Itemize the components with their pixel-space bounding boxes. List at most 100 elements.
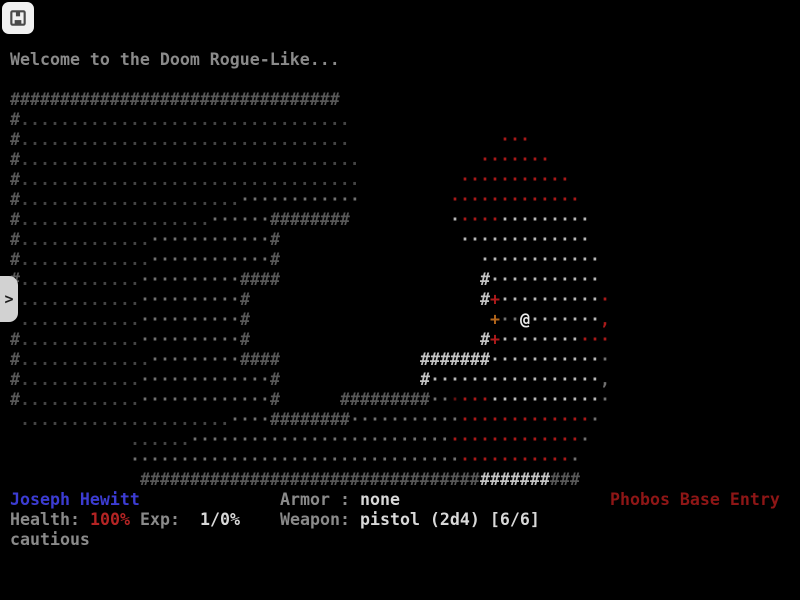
map-glyph-run: # xyxy=(480,330,490,349)
map-glyph-run: # xyxy=(10,110,20,129)
map-glyph-run: # xyxy=(270,250,280,269)
map-glyph-run: ...................... xyxy=(20,190,240,209)
map-glyph-run: # xyxy=(420,370,430,389)
map-glyph-run: ..................... xyxy=(20,410,230,429)
map-glyph-run: ··········· xyxy=(460,170,570,189)
map-glyph-run: ######### xyxy=(340,390,430,409)
map-glyph-run: ··········· xyxy=(490,270,600,289)
map-glyph-run: · xyxy=(580,430,590,449)
map-glyph-run: ............ xyxy=(20,290,140,309)
map-glyph-run: ·· xyxy=(500,310,520,329)
map-glyph-run: ·········· xyxy=(500,290,600,309)
map-glyph-run: ·········· xyxy=(140,290,240,309)
map-row: ································· ·······… xyxy=(0,450,800,470)
map-glyph-run: # xyxy=(270,230,280,249)
map-glyph-run: ········· xyxy=(150,350,240,369)
player-glyph: @ xyxy=(520,310,530,329)
map-glyph-run: ··· xyxy=(460,390,490,409)
map-glyph-run: # xyxy=(240,330,250,349)
map-glyph-run: ######## xyxy=(270,410,350,429)
map-row: #............. ········· #### ####### ······… xyxy=(0,350,800,370)
map-glyph-run: # xyxy=(270,390,280,409)
map-row: #............. ············ # ············ xyxy=(0,250,800,270)
map-glyph-run: ################################## xyxy=(140,470,480,489)
map-row: #................... ······ ######## · ···· ·… xyxy=(0,210,800,230)
map-glyph-run: # xyxy=(10,390,20,409)
map-glyph-run: ............ xyxy=(20,390,140,409)
map-row: #............··········#####··········· xyxy=(0,270,800,290)
map-glyph-run: ······· xyxy=(480,150,550,169)
map-glyph-run: ################################# xyxy=(10,90,340,109)
map-glyph-run: + xyxy=(490,330,500,349)
map-glyph-run: ············ xyxy=(240,190,360,209)
map-glyph-run: ···· xyxy=(230,410,270,429)
map-glyph-run: · xyxy=(600,290,610,309)
sidebar-toggle[interactable]: > xyxy=(0,276,18,322)
map-glyph-run: ·········· xyxy=(140,310,240,329)
map-glyph-run: # xyxy=(480,270,490,289)
map-glyph-run: ............. xyxy=(20,350,150,369)
exp-value: 1/0% xyxy=(200,510,240,529)
map-glyph-run: ·························· xyxy=(190,430,450,449)
map-glyph-run: · xyxy=(600,390,610,409)
map-glyph-run: ######## xyxy=(270,210,350,229)
health-value: 100% xyxy=(90,510,130,529)
map-glyph-run: ................................. xyxy=(20,130,350,149)
health-label: Health: xyxy=(10,510,80,529)
map-glyph-run: .................................. xyxy=(20,170,360,189)
map-glyph-run: ···· xyxy=(460,210,500,229)
map-glyph-run: ####### xyxy=(420,350,490,369)
map-glyph-run: # xyxy=(240,290,250,309)
save-button[interactable] xyxy=(2,2,34,34)
map-glyph-run: ········ xyxy=(500,330,580,349)
map-glyph-run: # xyxy=(10,190,20,209)
weapon-label: Weapon: xyxy=(280,510,350,529)
map-glyph-run: # xyxy=(10,210,20,229)
map-glyph-run: ............ xyxy=(20,310,140,329)
map-glyph-run: + xyxy=(490,290,500,309)
location-name: Phobos Base Entry xyxy=(610,490,780,509)
map-glyph-run: # xyxy=(10,250,20,269)
map-glyph-run: ············· xyxy=(450,190,580,209)
map-row: ################################# xyxy=(0,90,800,110)
map-glyph-run: # xyxy=(10,370,20,389)
map-glyph-run: ................................. xyxy=(20,110,350,129)
map-glyph-run: · xyxy=(570,450,580,469)
map-row: #............. ············ # ············· xyxy=(0,230,800,250)
map-glyph-run: ··········· xyxy=(490,390,600,409)
map-glyph-run: ··········· xyxy=(490,350,600,369)
map-glyph-run: ··········· xyxy=(350,410,460,429)
map-glyph-run: + xyxy=(490,310,500,329)
map-row: #.................................. ·····… xyxy=(0,150,800,170)
map-glyph-run: ········· xyxy=(500,210,590,229)
map-glyph-run: · xyxy=(600,350,610,369)
map-glyph-run: ······ xyxy=(210,210,270,229)
map-glyph-run: # xyxy=(10,150,20,169)
map-glyph-run: ··· xyxy=(580,330,610,349)
chevron-right-icon: > xyxy=(4,289,14,308)
map-glyph-run: ............. xyxy=(20,230,150,249)
map-glyph-run: ...... xyxy=(130,430,190,449)
armor-value: none xyxy=(360,490,400,509)
armor-label: Armor : xyxy=(280,490,350,509)
map-glyph-run: , xyxy=(600,370,610,389)
map-glyph-run: ####### xyxy=(480,470,550,489)
map-glyph-run: # xyxy=(10,330,20,349)
map-row: #............ ·········· # # + ········ ··· xyxy=(0,330,800,350)
map-glyph-run: ............ xyxy=(20,270,140,289)
map-glyph-run: · xyxy=(450,210,460,229)
map-glyph-run: ............ xyxy=(20,370,140,389)
player-name: Joseph Hewitt xyxy=(10,490,140,509)
map-glyph-run: ................... xyxy=(20,210,210,229)
map-row: ............ ·········· # + ·· @ ·······, xyxy=(0,310,800,330)
map-glyph-run: # xyxy=(10,230,20,249)
map-glyph-run: ······· xyxy=(530,310,600,329)
map-row: #................................. ··· xyxy=(0,130,800,150)
map-glyph-run: #### xyxy=(240,350,280,369)
map-glyph-run: ### xyxy=(550,470,580,489)
map-glyph-run: ··· xyxy=(500,130,530,149)
map-glyph-run: ·········· xyxy=(140,330,240,349)
map-glyph-run: # xyxy=(10,130,20,149)
map-glyph-run: ············· xyxy=(460,230,590,249)
